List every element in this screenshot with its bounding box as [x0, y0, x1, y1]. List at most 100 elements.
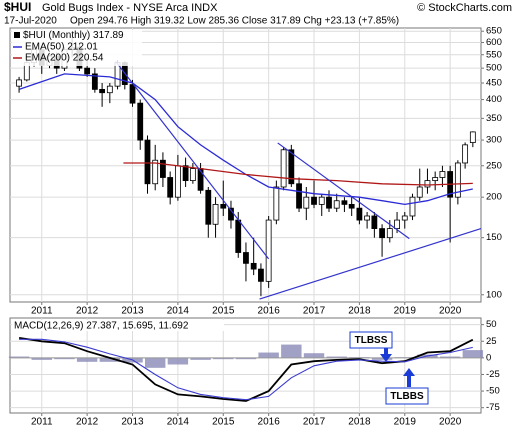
- x-tick-label: 2013: [121, 417, 144, 428]
- candle-body: [416, 186, 423, 198]
- annotation: TLBBS: [390, 391, 424, 402]
- histogram-bar: [258, 352, 279, 358]
- y-tick-label: 400: [486, 94, 502, 105]
- legend-label: EMA(50) 212.01: [25, 42, 98, 53]
- histogram-bar: [303, 353, 325, 358]
- x-tick-label: 2012: [76, 306, 99, 317]
- y-tick-label: 150: [486, 232, 502, 243]
- candle-body: [106, 85, 113, 94]
- macd-label: MACD(12,26,9) 27.387, 15.695, 11.692: [14, 321, 189, 332]
- x-tick-label: 2019: [394, 306, 417, 317]
- main-frame: [9, 27, 482, 303]
- candle-body: [326, 196, 332, 209]
- ema-line: [18, 73, 473, 206]
- candle-body: [250, 262, 257, 270]
- x-tick-label: 2018: [348, 417, 371, 428]
- trendline: [259, 228, 482, 300]
- candle-body: [137, 102, 144, 141]
- candle-body: [454, 162, 461, 198]
- y-tick-label: 500: [486, 63, 502, 74]
- y-tick-label: 200: [486, 192, 502, 203]
- candle-body: [243, 252, 249, 264]
- candle-body: [220, 203, 227, 209]
- histogram-bar: [439, 356, 461, 358]
- y-tick-label: 350: [486, 113, 502, 124]
- symbol: $HUI: [4, 0, 31, 14]
- y-tick-label: 600: [486, 37, 502, 48]
- x-tick-label: 2011: [31, 417, 53, 428]
- x-tick-label: 2011: [31, 306, 53, 317]
- histogram-bar: [281, 344, 302, 358]
- candle-body: [273, 186, 280, 221]
- histogram-bar: [8, 356, 30, 358]
- histogram-bar: [462, 350, 484, 358]
- candle-body: [16, 79, 22, 87]
- histogram-bar: [99, 357, 121, 362]
- candle-body: [469, 131, 476, 143]
- x-tick-label: 2014: [167, 417, 190, 428]
- candle-body: [84, 67, 91, 75]
- candle-body: [394, 219, 400, 229]
- x-tick-label: 2020: [439, 306, 462, 317]
- y-tick-label: -50: [486, 386, 500, 397]
- candle-body: [296, 183, 302, 209]
- annotation-box: [385, 387, 429, 405]
- x-tick-label: 2016: [258, 417, 281, 428]
- y-tick-label: 550: [486, 49, 502, 60]
- histogram-bar: [190, 357, 211, 360]
- candle-body: [174, 165, 181, 198]
- macd-frame: [9, 317, 482, 414]
- histogram-bar: [213, 357, 234, 360]
- histogram-bar: [167, 357, 189, 365]
- candle-body: [182, 165, 189, 181]
- y-tick-label: 50: [486, 319, 497, 330]
- quote: Open 294.76 High 319.32 Low 285.36 Close…: [70, 16, 399, 27]
- histogram-bar: [371, 357, 393, 360]
- histogram-bar: [235, 357, 257, 360]
- histogram-bar: [144, 357, 166, 368]
- candle-body: [341, 200, 348, 205]
- candle-body: [258, 268, 264, 282]
- candle-body: [356, 207, 363, 221]
- x-tick-label: 2014: [167, 306, 190, 317]
- legend-label: $HUI (Monthly) 317.89: [23, 30, 124, 41]
- candle-body: [205, 189, 212, 225]
- candle-body: [129, 84, 136, 104]
- x-tick-label: 2013: [121, 306, 144, 317]
- candle-body: [189, 168, 196, 181]
- annotation-arrowhead: [380, 354, 392, 362]
- candle-body: [348, 203, 355, 209]
- candle-body: [432, 177, 439, 181]
- candle-body: [311, 196, 317, 205]
- candle-body: [333, 200, 340, 209]
- y-tick-label: 250: [486, 160, 502, 171]
- candle-body: [235, 219, 242, 253]
- candle-body: [280, 149, 287, 188]
- histogram-bar: [76, 357, 98, 362]
- candle-body: [212, 203, 219, 225]
- histogram-bar: [326, 356, 347, 358]
- annotation-box: [349, 331, 393, 349]
- y-tick-label: 450: [486, 78, 502, 89]
- candle-body: [462, 144, 469, 164]
- trendline: [115, 61, 270, 260]
- candle-body: [167, 177, 174, 198]
- candle-body: [371, 215, 378, 229]
- candle-body: [99, 88, 106, 94]
- y-tick-label: 0: [486, 352, 491, 363]
- candle-body: [91, 73, 98, 90]
- candle-body: [439, 171, 446, 178]
- candle-body: [144, 139, 151, 185]
- candle-body: [265, 219, 272, 282]
- x-tick-label: 2017: [303, 417, 326, 428]
- trendline: [277, 142, 410, 240]
- x-tick-label: 2017: [303, 306, 326, 317]
- y-tick-label: -25: [486, 369, 500, 380]
- legend-label: EMA(200) 220.54: [25, 53, 104, 64]
- x-tick-label: 2018: [348, 306, 371, 317]
- histogram-bar: [54, 357, 75, 360]
- candle-body: [386, 228, 393, 239]
- candle-body: [288, 149, 295, 185]
- candle-body: [318, 196, 325, 205]
- y-tick-label: 25: [486, 336, 497, 347]
